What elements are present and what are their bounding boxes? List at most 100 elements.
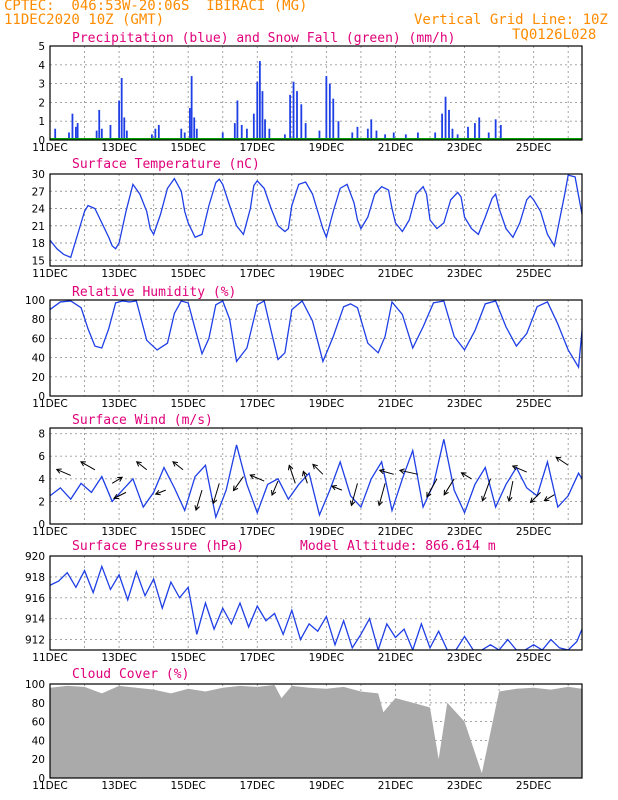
rh-line [50,300,582,370]
x-tick-label: 15DEC [170,268,205,280]
precip-bar [75,126,77,140]
precip-bar [125,130,128,140]
wind-arrow [195,489,203,511]
grid-note: Vertical Grid Line: 10Z [414,12,608,28]
wind-arrow [399,469,419,475]
wind-arrow [80,461,96,471]
x-tick-label: 15DEC [170,526,205,538]
panel-frame [49,427,583,525]
x-tick-label: 11DEC [32,398,67,410]
wind-arrowhead [349,500,356,507]
precip-bar [441,113,443,140]
wind-arrow [111,476,123,484]
y-tick-label: 80 [32,314,45,326]
y-tick-label: 30 [32,169,45,181]
x-tick-label: 17DEC [240,142,275,154]
precip-bar [375,130,378,140]
header-line-2: 11DEC2020 10Z (GMT) [4,12,165,28]
precip-bar [157,124,160,140]
wind-arrowhead [443,489,449,496]
x-tick-label: 15DEC [170,652,205,664]
precip-bar [264,119,266,140]
precip-bar [328,83,331,140]
x-tick-label: 21DEC [378,268,413,280]
y-tick-label: 4 [38,60,45,72]
wind-arrow [113,491,127,499]
panel-frame [49,299,583,397]
x-tick-label: 25DEC [516,652,551,664]
y-tick-label: 60 [32,717,45,729]
precip-bar [109,124,112,140]
precip-bar [76,123,79,140]
precip-bar [151,134,153,140]
precip-bar [451,128,454,140]
precip-bar [384,134,386,140]
x-tick-label: 13DEC [101,398,136,410]
wind-arrowhead [330,485,337,491]
wind-arrow [379,469,394,475]
wind-arrowhead [113,493,120,500]
x-tick-label: 13DEC [101,652,136,664]
wind-arrowhead [55,468,62,474]
wind-arrow [302,471,308,484]
panel-temp: 15 18 21 24 27 30 11DEC 13DEC 15DEC 17DEC 19DEC 21D… [32,157,583,280]
x-tick-label: 19DEC [309,268,344,280]
precip-bar [195,128,198,140]
x-tick-label: 11DEC [32,780,67,792]
wind-arrowhead [426,491,432,498]
wind-arrow [443,478,455,496]
wind-arrowhead [287,464,294,471]
x-tick-label: 23DEC [447,142,482,154]
x-tick-label: 11DEC [32,526,67,538]
x-tick-label: 13DEC [101,780,136,792]
precip-bar [478,117,481,140]
wind-arrowhead [154,489,161,496]
y-tick-label: 8 [38,429,45,441]
y-tick-label: 100 [25,295,45,307]
precip-bar [284,134,286,140]
y-tick-label: 40 [32,735,45,747]
precip-bar [252,113,255,140]
x-tick-label: 25DEC [516,398,551,410]
precip-bar [258,61,261,140]
wind-arrow [271,480,279,496]
wind-arrowhead [249,474,256,480]
x-tick-label: 15DEC [170,398,205,410]
wind-arrowhead [529,497,536,504]
precip-bar [370,119,373,140]
x-tick-label: 21DEC [378,398,413,410]
panel-rh: 0 20 40 60 80 100 11DEC 13DEC 15DEC 17DEC 19DEC 21D… [25,285,583,410]
precip-bar [256,81,259,140]
wind-arrow [212,483,220,504]
x-tick-label: 17DEC [240,398,275,410]
x-tick-label: 17DEC [240,780,275,792]
x-tick-label: 21DEC [378,780,413,792]
x-tick-label: 15DEC [170,142,205,154]
wind-arrowhead [511,465,518,471]
x-tick-label: 23DEC [447,652,482,664]
precip-bar [54,128,57,140]
precip-bar [444,96,447,140]
wind-arrowhead [80,461,86,467]
precip-bar [366,128,369,140]
panel-title: Surface Temperature (nC) [72,157,260,172]
precip-bar [300,104,303,140]
wind-arrowhead [312,463,318,470]
panel-title: Precipitation (blue) and Snow Fall (gree… [72,31,456,46]
precip-bar [318,130,321,140]
wind-arrowhead [271,490,277,497]
precip-bar [71,113,74,140]
wind-arrowhead [377,500,383,507]
x-tick-label: 21DEC [378,526,413,538]
y-tick-label: 4 [38,474,45,486]
wind-arrowhead [378,468,385,475]
panel-cloud: 0 20 40 60 80 100 11DEC 13DEC 15DEC 17DEC 19DEC 21D… [25,667,583,792]
wind-arrow [233,476,244,491]
wind-arrowhead [172,461,179,467]
precip-bar [233,123,236,140]
precip-bar [98,109,101,140]
panel-frame [49,683,583,779]
x-tick-label: 21DEC [378,142,413,154]
panel-precip: 0 1 2 3 4 5 11DEC 13DEC 15DEC 17DEC 19DEC 21DEC 23DE… [32,31,583,154]
